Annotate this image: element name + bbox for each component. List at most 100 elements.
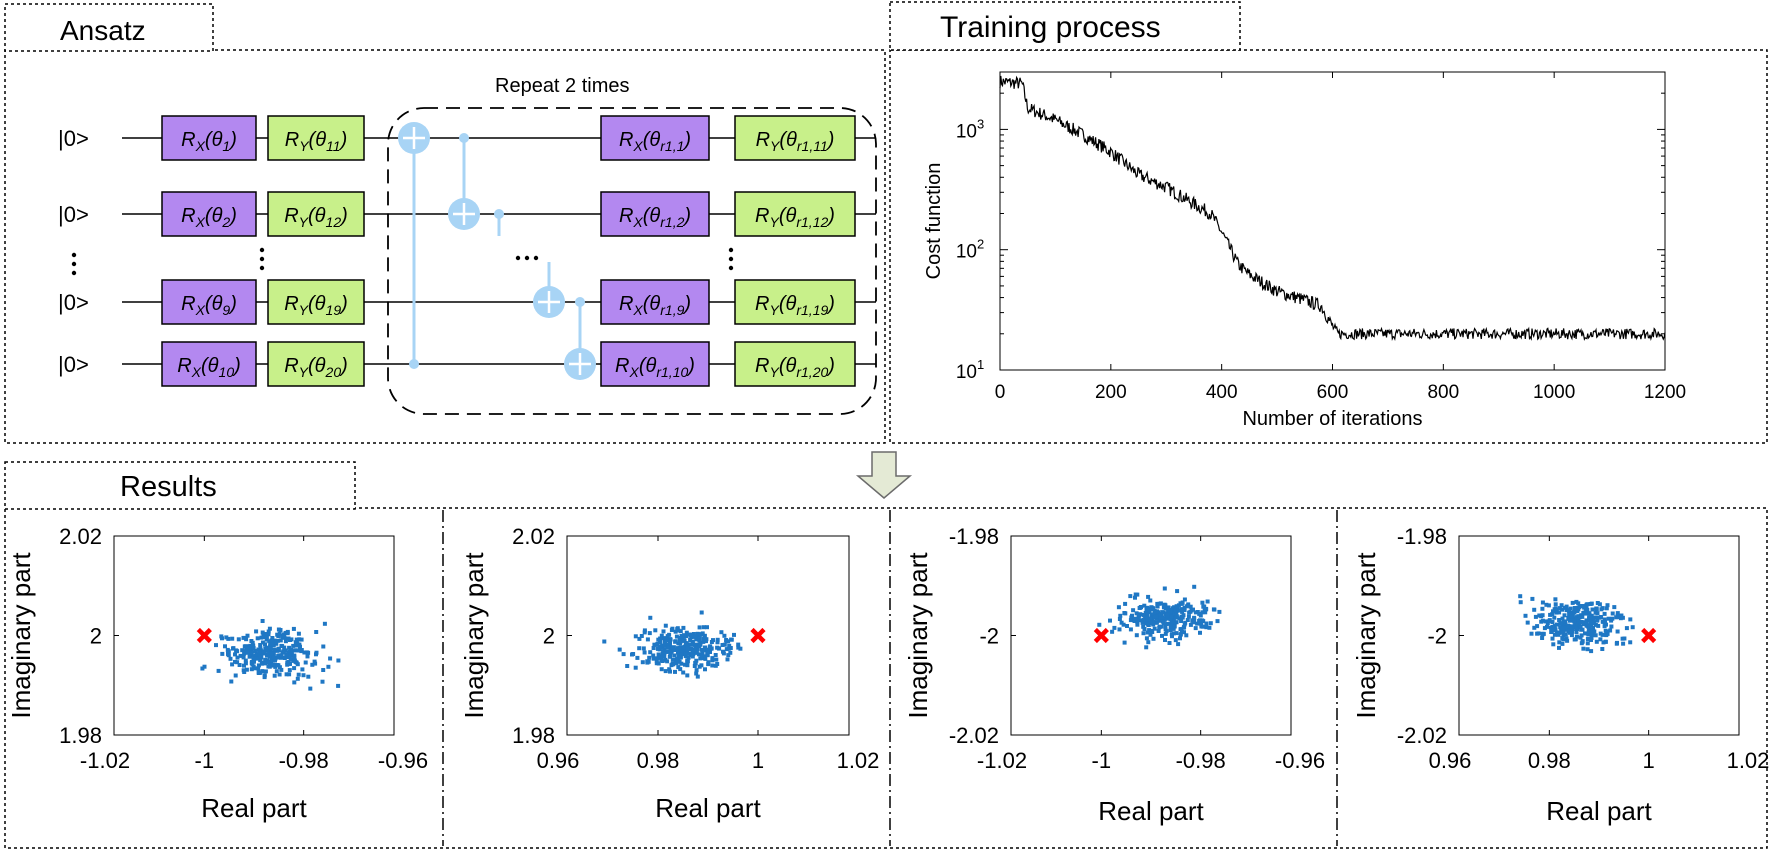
scatter-point (719, 630, 724, 635)
scatter-point (1537, 613, 1542, 618)
scatter-point (1559, 603, 1564, 608)
scatter-point (263, 642, 267, 647)
scatter-point (1129, 615, 1134, 620)
scatter-point (1588, 602, 1593, 606)
scatter-point (710, 656, 715, 661)
y-tick-label: -1.98 (1397, 524, 1447, 549)
scatter-point (635, 655, 640, 660)
ry-gate-box (267, 191, 365, 237)
scatter-point (1608, 628, 1613, 633)
scatter-point (659, 667, 664, 672)
scatter-point (264, 635, 269, 640)
scatter-point (667, 642, 672, 647)
scatter-point (1112, 625, 1117, 630)
scatter-point (694, 637, 699, 642)
scatter-plot-3: -1.02 -1 -0.98 -0.96 -2.02 -2 -1.98 Real part Im… (903, 524, 1325, 826)
scatter-point (1530, 596, 1535, 601)
scatter-point (1581, 611, 1586, 615)
scatter-point (720, 643, 725, 647)
scatter-point (662, 651, 667, 656)
scatter-point (685, 645, 690, 649)
scatter-plot-1: -1.02 -1 -0.98 -0.96 1.98 2 2.02 Real part Imagi… (6, 524, 428, 823)
scatter-point (253, 649, 258, 653)
scatter-point (651, 653, 656, 658)
scatter-point (1201, 604, 1206, 609)
scatter-point (1212, 607, 1217, 612)
scatter-point (269, 651, 274, 656)
scatter-point (322, 621, 327, 626)
x-tick-label: 0.98 (637, 748, 680, 773)
scatter-point (654, 661, 659, 666)
scatter-point (1152, 609, 1157, 613)
ellipsis-dot (259, 265, 265, 271)
scatter-point (1178, 632, 1183, 637)
scatter-point (1197, 618, 1202, 623)
x-tick-label: 1 (752, 748, 764, 773)
scatter-point (688, 653, 693, 657)
scatter-point (1598, 637, 1603, 642)
y-tick-label: -2.02 (949, 723, 999, 748)
scatter-point (1573, 623, 1578, 628)
scatter-point (617, 647, 622, 652)
scatter-point (1594, 607, 1599, 612)
scatter-point (285, 655, 290, 660)
scatter-point (1192, 615, 1197, 620)
scatter-point (1612, 605, 1617, 610)
scatter-plot-4: 0.96 0.98 1 1.02 -2.02 -2 -1.98 Real part Imagin… (1351, 524, 1769, 826)
scatter-point (736, 642, 741, 647)
scatter-point (691, 632, 696, 636)
scatter-point (1174, 608, 1178, 613)
scatter-plot-2: 0.96 0.98 1 1.02 1.98 2 2.02 Real part Imaginary… (459, 524, 879, 823)
scatter-point (303, 660, 308, 665)
scatter-point (241, 635, 246, 640)
scatter-point (258, 658, 263, 663)
x-tick-label: -1.02 (977, 748, 1027, 773)
scatter-point (683, 662, 687, 667)
scatter-point (721, 649, 725, 654)
ry-gate-repeat-label: RY(θr1,19) (755, 293, 835, 318)
ry-gate-repeat-box (734, 279, 856, 325)
scatter-point (1554, 610, 1559, 615)
scatter-point (284, 672, 289, 677)
scatter-point (258, 643, 263, 647)
scatter-point (1184, 604, 1189, 609)
scatter-point (1154, 620, 1159, 625)
y-tick-label: 102 (956, 237, 984, 263)
scatter-point (1592, 629, 1597, 634)
scatter-point (1593, 633, 1598, 638)
scatter-point (1174, 604, 1179, 609)
scatter-point (695, 674, 700, 679)
scatter-point (256, 666, 261, 671)
scatter-point (1589, 649, 1594, 654)
scatter-point (645, 637, 650, 642)
scatter-point (1172, 624, 1177, 629)
scatter-point (1160, 619, 1165, 624)
scatter-point (270, 636, 275, 640)
scatter-point (1603, 628, 1608, 633)
x-tick-label: -0.98 (1176, 748, 1226, 773)
scatter-point (241, 655, 246, 660)
scatter-point (1557, 610, 1562, 615)
scatter-point (1154, 616, 1159, 621)
y-axis-label: Imaginary part (459, 552, 489, 719)
scatter-point (1176, 603, 1181, 608)
scatter-point (289, 637, 294, 642)
rx-gate-repeat-box (600, 115, 710, 161)
scatter-point (1535, 631, 1540, 636)
scatter-point (1588, 613, 1593, 618)
scatter-point (1557, 618, 1562, 622)
cnot-1-control (409, 359, 419, 369)
scatter-point (685, 673, 690, 678)
scatter-point (263, 669, 268, 674)
scatter-point (258, 646, 263, 651)
scatter-point (1590, 620, 1595, 625)
x-tick-label: -0.96 (378, 748, 428, 773)
scatter-point (285, 629, 290, 634)
scatter-point (1550, 612, 1555, 616)
scatter-point (1540, 631, 1545, 636)
ellipsis-dot (259, 256, 265, 262)
scatter-point (269, 638, 274, 643)
scatter-point (1179, 627, 1184, 632)
x-tick-label: -0.98 (279, 748, 329, 773)
scatter-point (321, 668, 326, 672)
